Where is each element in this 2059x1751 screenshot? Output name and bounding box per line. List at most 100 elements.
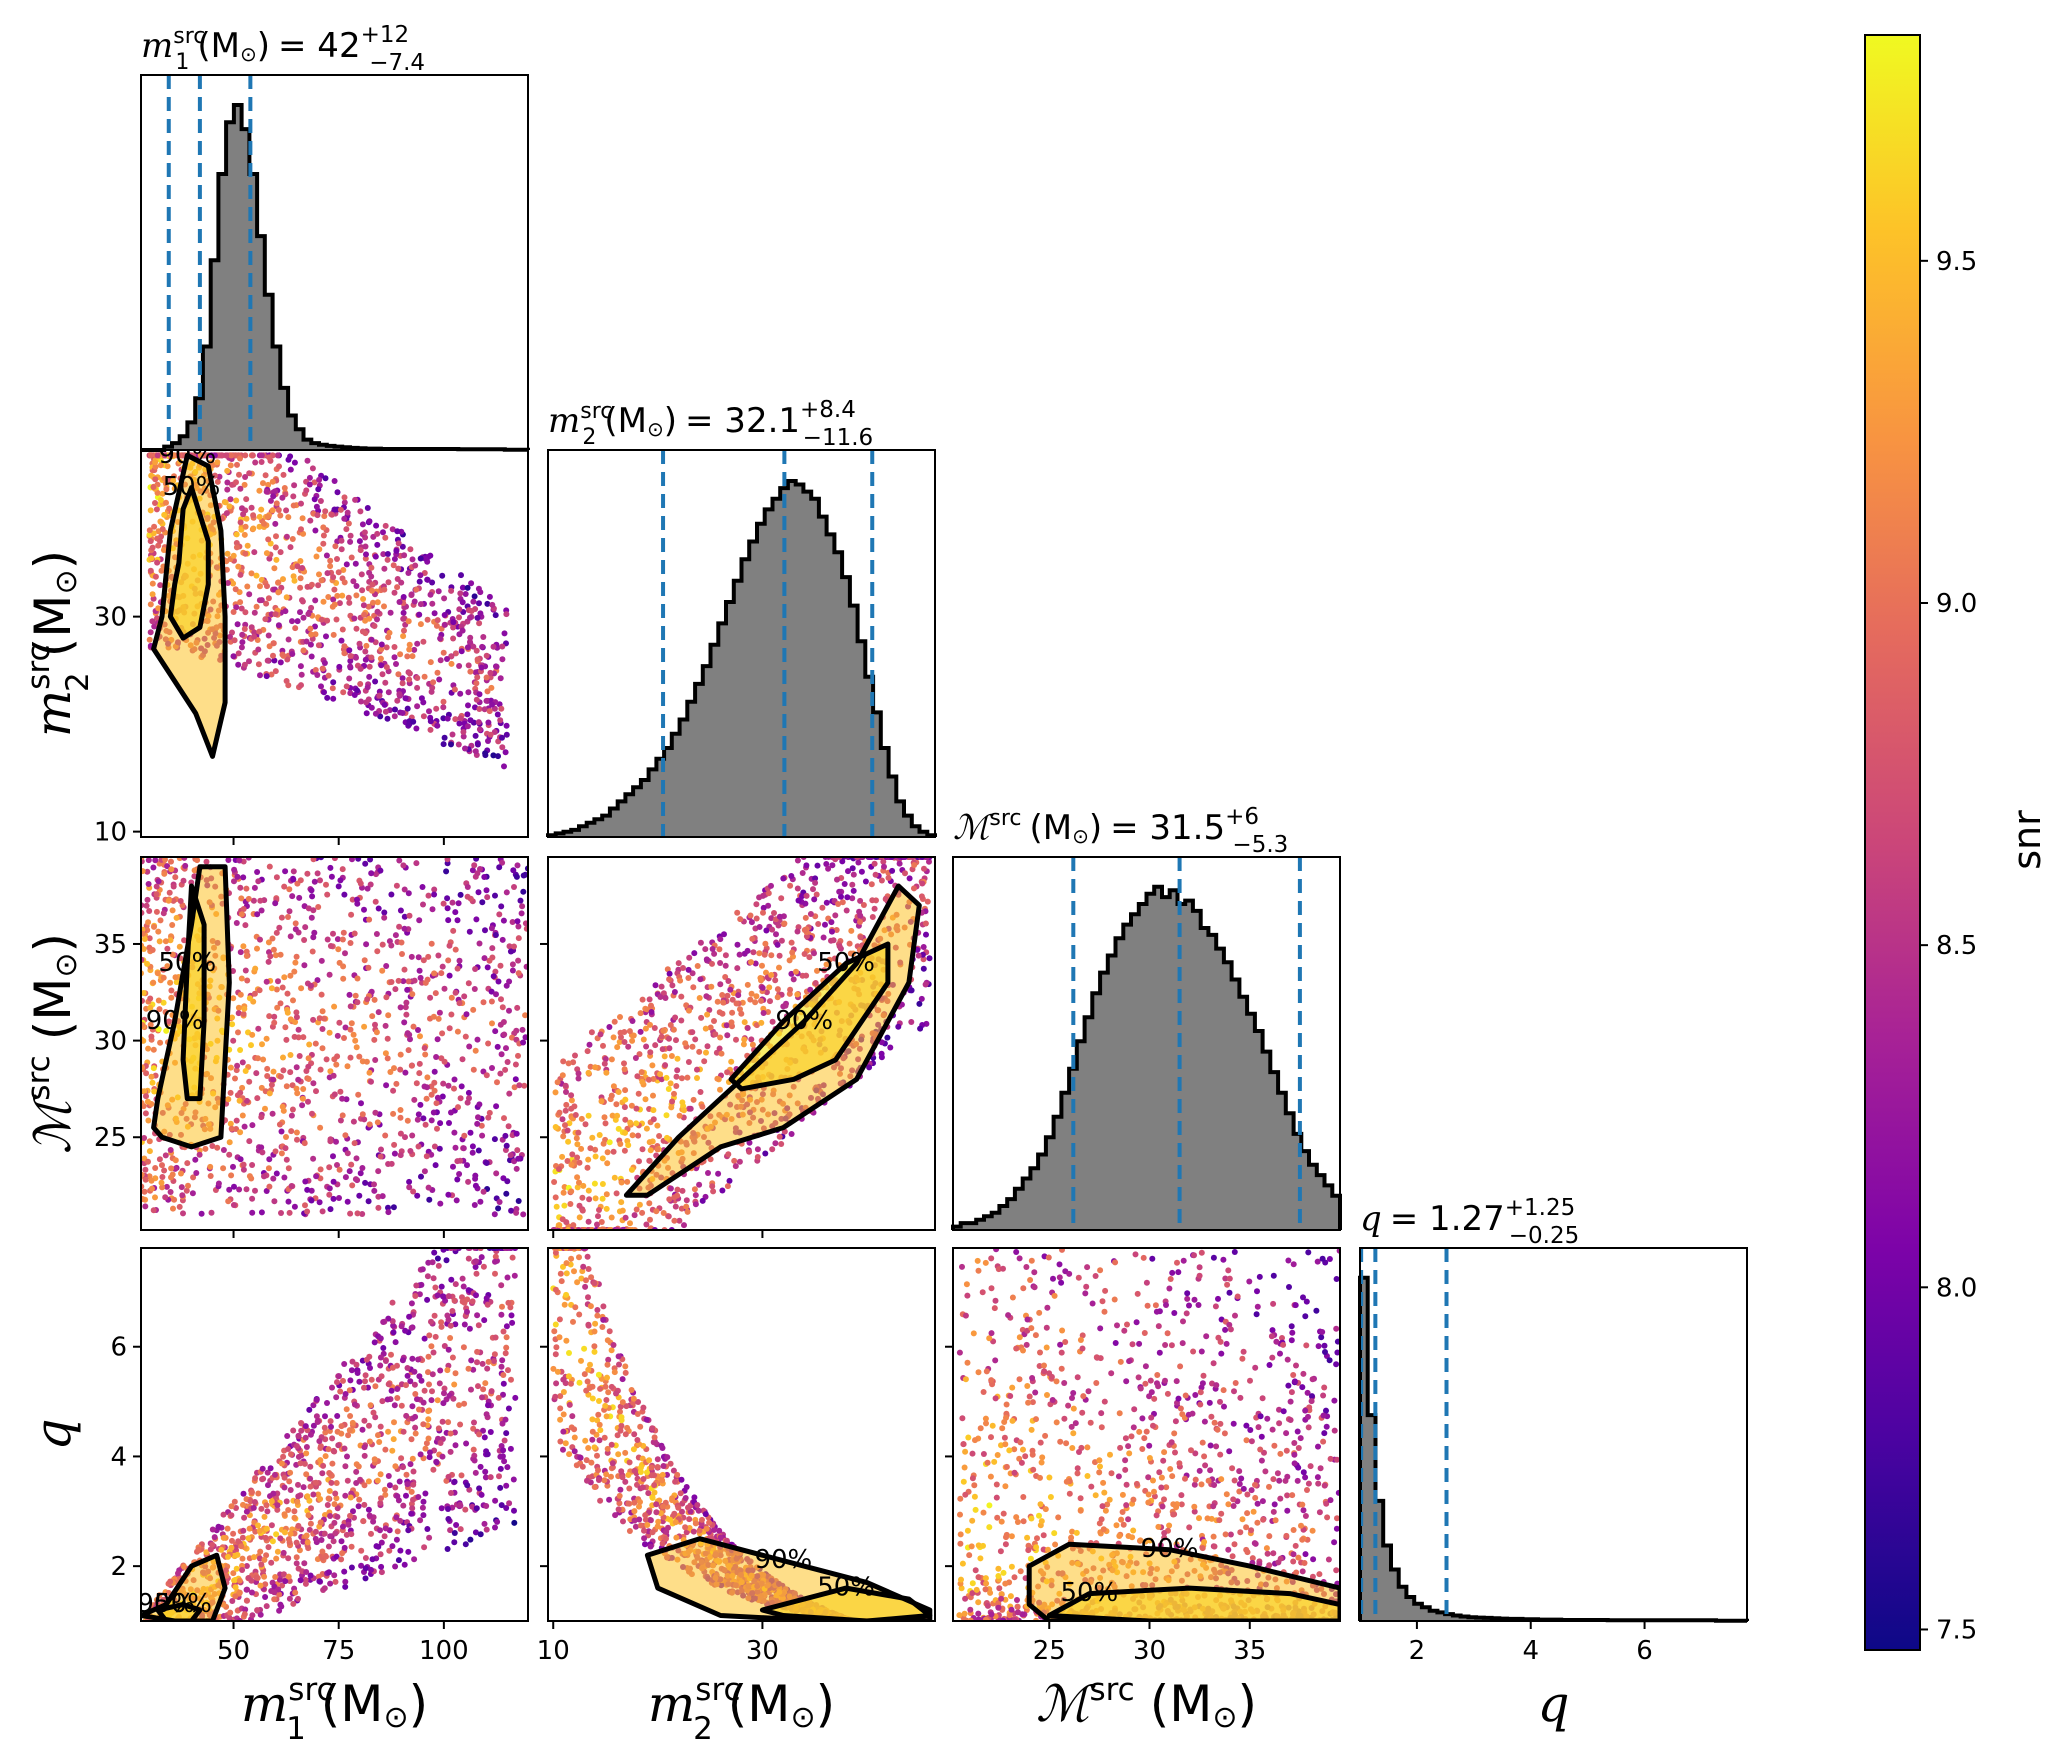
sample-point	[270, 946, 277, 953]
sample-point	[584, 1164, 591, 1171]
sample-point	[511, 1272, 518, 1279]
sample-point	[267, 953, 274, 960]
sample-point	[464, 1162, 470, 1169]
sample-point	[575, 1075, 582, 1082]
sample-point	[263, 1552, 270, 1559]
sample-point	[464, 1308, 470, 1315]
sample-point	[266, 1156, 273, 1163]
sample-point	[382, 708, 389, 715]
sample-point	[242, 967, 249, 974]
sample-point	[481, 955, 488, 962]
sample-point	[329, 603, 336, 610]
sample-point	[397, 1107, 404, 1113]
sample-point	[472, 1182, 479, 1189]
sample-point	[621, 1147, 628, 1154]
sample-point	[369, 1556, 376, 1563]
sample-point	[483, 887, 490, 894]
sample-point	[443, 868, 450, 875]
sample-point	[504, 1059, 511, 1065]
sample-point	[233, 604, 240, 611]
sample-point	[492, 1028, 499, 1035]
sample-point	[317, 1457, 324, 1464]
sample-point	[230, 995, 237, 1002]
sample-point	[190, 1174, 197, 1181]
sample-point	[463, 1011, 470, 1018]
sample-point	[318, 991, 325, 998]
sample-point	[403, 1492, 409, 1499]
sample-point	[216, 473, 223, 480]
sample-point	[394, 528, 401, 535]
sample-point	[416, 1070, 423, 1077]
sample-point	[362, 1555, 369, 1561]
sample-point	[143, 1093, 149, 1100]
sample-point	[291, 482, 298, 489]
sample-point	[144, 896, 151, 903]
sample-point	[277, 512, 284, 519]
sample-point	[467, 639, 473, 645]
sample-point	[522, 1012, 528, 1019]
sample-point	[646, 1139, 653, 1146]
sample-point	[319, 1026, 326, 1032]
sample-point	[424, 1526, 431, 1532]
sample-point	[281, 1511, 288, 1518]
sample-point	[484, 1365, 491, 1372]
sample-point	[248, 624, 255, 631]
sample-point	[359, 1165, 366, 1171]
sample-point	[141, 1064, 146, 1071]
y-tick-label: 35	[94, 930, 127, 960]
sample-point	[304, 457, 311, 464]
sample-point	[334, 592, 341, 599]
sample-point	[240, 874, 247, 881]
sample-point	[287, 972, 294, 979]
sample-point	[159, 1162, 165, 1169]
sample-point	[424, 1296, 431, 1303]
sample-point	[252, 1475, 259, 1482]
sample-point	[285, 1165, 292, 1172]
sample-point	[384, 715, 391, 722]
sample-point	[426, 1381, 432, 1388]
sample-point	[330, 1178, 337, 1185]
sample-point	[441, 595, 448, 602]
sample-point	[403, 999, 410, 1006]
sample-point	[276, 1576, 283, 1583]
sample-point	[246, 1138, 253, 1145]
sample-point	[340, 929, 347, 936]
sample-point	[141, 1188, 148, 1195]
sample-point	[492, 612, 499, 619]
sample-point	[327, 1533, 334, 1540]
sample-point	[321, 1424, 328, 1431]
sample-point	[266, 1013, 273, 1020]
sample-point	[308, 1505, 314, 1512]
sample-point	[371, 1339, 378, 1346]
sample-point	[315, 1491, 322, 1498]
sample-point	[271, 565, 278, 572]
sample-point	[470, 643, 477, 650]
sample-point	[469, 1143, 476, 1150]
sample-point	[434, 1094, 441, 1101]
sample-point	[392, 932, 399, 939]
sample-point	[392, 1563, 399, 1570]
sample-point	[271, 1589, 278, 1596]
sample-point	[152, 857, 159, 864]
sample-point	[329, 1435, 336, 1442]
contour-label: 90%	[158, 440, 216, 470]
sample-point	[147, 507, 154, 514]
sample-point	[508, 1207, 515, 1214]
sample-point	[451, 1297, 458, 1304]
sample-point	[415, 1111, 422, 1118]
sample-point	[146, 1148, 153, 1155]
contour-label: 90%	[137, 1589, 195, 1619]
sample-point	[522, 920, 528, 927]
sample-point	[164, 863, 171, 870]
sample-point	[393, 1514, 400, 1521]
sample-point	[409, 1455, 416, 1462]
sample-point	[355, 857, 362, 862]
sample-point	[230, 1037, 237, 1044]
sample-point	[300, 1538, 307, 1545]
sample-point	[389, 1543, 396, 1550]
sample-point	[258, 452, 265, 459]
sample-point	[703, 1049, 709, 1056]
sample-point	[515, 1198, 522, 1204]
sample-point	[164, 963, 171, 970]
